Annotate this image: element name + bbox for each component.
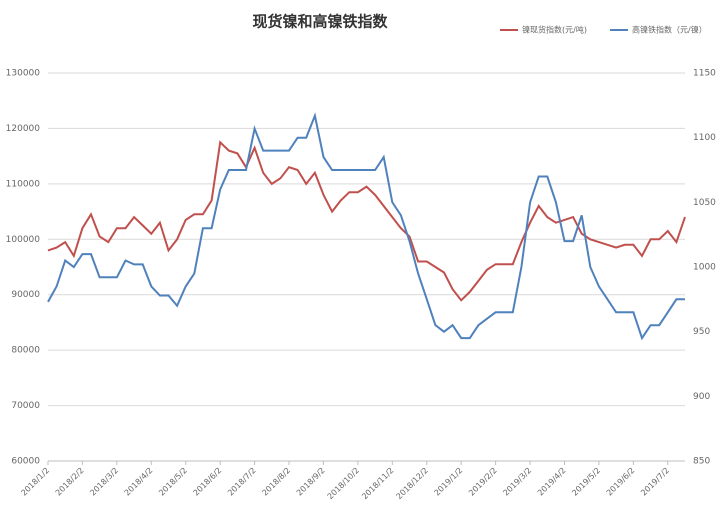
x-tick-label: 2018/11/2 [360, 466, 395, 501]
y-tick-label: 60000 [11, 457, 40, 467]
y-tick-label: 100000 [6, 235, 41, 245]
x-tick-label: 2019/1/2 [433, 466, 465, 498]
x-tick-label: 2019/2/2 [467, 466, 499, 498]
y2-tick-label: 1050 [693, 198, 716, 208]
chart-title: 现货镍和高镍铁指数 [252, 13, 388, 31]
x-tick-label: 2018/9/2 [295, 466, 327, 498]
x-tick-label: 2018/7/2 [226, 466, 258, 498]
x-tick-label: 2019/5/2 [570, 466, 602, 498]
y2-tick-label: 850 [693, 457, 710, 467]
x-tick-label: 2018/12/2 [395, 466, 430, 501]
x-tick-label: 2019/7/2 [639, 466, 671, 498]
y-tick-label: 120000 [6, 124, 41, 134]
y2-tick-label: 1100 [693, 133, 716, 143]
y-tick-label: 110000 [6, 179, 41, 189]
series-line [47, 140, 686, 302]
x-tick-label: 2018/6/2 [192, 466, 224, 498]
series-line [47, 112, 685, 341]
x-tick-label: 2018/4/2 [123, 466, 155, 498]
legend-label: 高镍铁指数（元/镍） [632, 25, 707, 35]
x-tick-label: 2019/4/2 [536, 466, 568, 498]
x-tick-label: 2018/8/2 [260, 466, 292, 498]
x-tick-label: 2019/3/2 [501, 466, 533, 498]
y-tick-label: 80000 [11, 346, 40, 356]
x-tick-label: 2018/1/2 [19, 466, 51, 498]
x-tick-label: 2018/5/2 [157, 466, 189, 498]
legend-label: 镍现货指数(元/吨) [522, 25, 587, 35]
x-tick-label: 2018/10/2 [326, 466, 361, 501]
y2-tick-label: 1150 [693, 69, 716, 79]
y2-tick-label: 900 [693, 392, 710, 402]
x-tick-label: 2018/2/2 [54, 466, 86, 498]
y-tick-label: 130000 [6, 69, 41, 79]
x-tick-label: 2019/6/2 [605, 466, 637, 498]
x-tick-label: 2018/3/2 [88, 466, 120, 498]
y2-tick-label: 950 [693, 327, 710, 337]
y2-tick-label: 1000 [693, 263, 716, 273]
y-tick-label: 90000 [11, 290, 40, 300]
y-tick-label: 70000 [11, 401, 40, 411]
